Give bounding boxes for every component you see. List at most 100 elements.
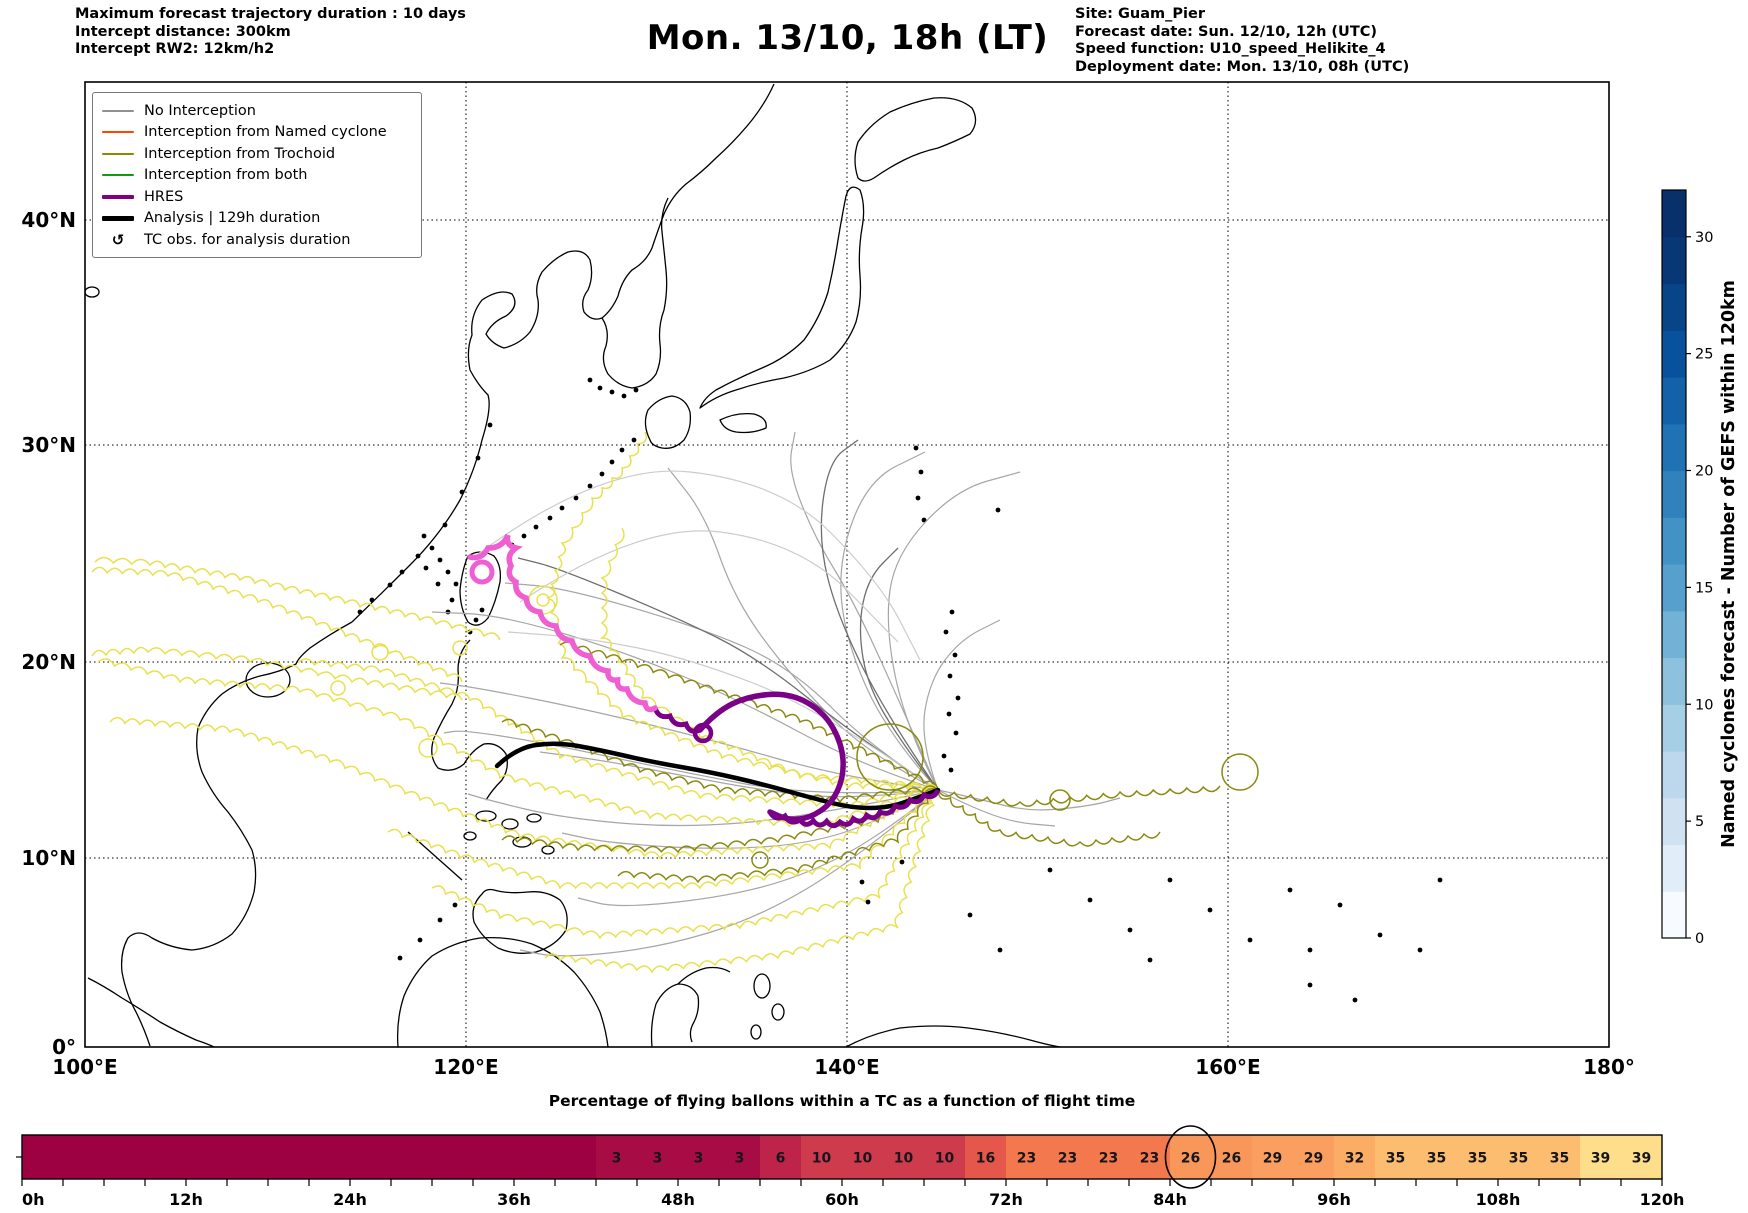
- map-axis-labels: 100°E 120°E 140°E 160°E 180° 40°N 30°N 2…: [21, 208, 1634, 1079]
- colorbar-tick-label: 20: [1695, 464, 1713, 480]
- strip-cell: [1621, 1135, 1663, 1179]
- strip-axis-label: 96h: [1317, 1190, 1351, 1209]
- strip-axis-label: 36h: [497, 1190, 531, 1209]
- strip-cell: [391, 1135, 433, 1179]
- header-left-info: Maximum forecast trajectory duration : 1…: [75, 6, 466, 59]
- strip-cell-value: 23: [1017, 1151, 1036, 1167]
- strip-cell: [678, 1135, 720, 1179]
- strip-cell: [104, 1135, 146, 1179]
- legend-swatch: [101, 131, 135, 134]
- colorbar-tick-label: 0: [1695, 931, 1704, 947]
- strip-cell-value: 26: [1222, 1151, 1241, 1167]
- legend-item: No Interception: [101, 100, 413, 122]
- y-tick-10n: 10°N: [21, 846, 76, 870]
- strip-cell-value: 3: [612, 1151, 622, 1167]
- strip-cell: [596, 1135, 638, 1179]
- strip-cell: [1170, 1135, 1212, 1179]
- strip-cell: [924, 1135, 966, 1179]
- strip-cell: [1252, 1135, 1294, 1179]
- strip-cell: [186, 1135, 228, 1179]
- strip-cell: [719, 1135, 761, 1179]
- strip-cell: [145, 1135, 187, 1179]
- strip-cell-value: 10: [853, 1151, 873, 1167]
- strip-cell-value: 35: [1468, 1151, 1487, 1167]
- strip-cell-value: 32: [1345, 1151, 1364, 1167]
- strip-cell-value: 35: [1550, 1151, 1569, 1167]
- legend-line-sample-icon: [102, 152, 134, 155]
- strip-axis-label: 24h: [333, 1190, 367, 1209]
- y-tick-30n: 30°N: [21, 433, 76, 457]
- strip-axis-label: 84h: [1153, 1190, 1187, 1209]
- strip-cell-value: 10: [812, 1151, 832, 1167]
- legend-line-sample-icon: [102, 109, 134, 112]
- legend-item: ↺ TC obs. for analysis duration: [101, 229, 413, 251]
- map-legend: No Interception Interception from Named c…: [92, 92, 422, 258]
- strip-cell-value: 23: [1140, 1151, 1159, 1167]
- legend-item: HRES: [101, 186, 413, 208]
- x-tick-120e: 120°E: [433, 1055, 498, 1079]
- strip-cell-value: 29: [1263, 1151, 1282, 1167]
- legend-line-sample-icon: [102, 174, 134, 177]
- colorbar-tick-label: 10: [1695, 697, 1713, 713]
- strip-cell-value: 35: [1386, 1151, 1405, 1167]
- strip-axis-label: 60h: [825, 1190, 859, 1209]
- strip-cell-value: 29: [1304, 1151, 1323, 1167]
- strip-cell: [1129, 1135, 1171, 1179]
- gefs-colorbar: 0 5 10 15 20 25 30 Named cyclones forecast - Nu…: [1661, 189, 1739, 947]
- tc-obs-icon: ↺: [111, 230, 125, 249]
- trajectories: [91, 431, 1259, 974]
- strip-cell: [760, 1135, 802, 1179]
- y-tick-0: 0°: [52, 1035, 76, 1059]
- balloon-percentage-strip: Percentage of flying ballons within a TC…: [16, 1092, 1684, 1209]
- strip-cell-value: 35: [1427, 1151, 1446, 1167]
- site-text: Site: Guam_Pier: [1075, 6, 1205, 22]
- x-tick-160e: 160°E: [1195, 1055, 1260, 1079]
- strip-cell: [965, 1135, 1007, 1179]
- legend-label: HRES: [144, 188, 184, 205]
- strip-axis-label: 0h: [22, 1190, 45, 1209]
- y-tick-40n: 40°N: [21, 208, 76, 232]
- strip-cell: [1334, 1135, 1376, 1179]
- coastlines: [85, 83, 1061, 1047]
- strip-cell-value: 3: [653, 1151, 663, 1167]
- legend-label: Analysis | 129h duration: [144, 210, 321, 227]
- legend-label: TC obs. for analysis duration: [144, 231, 351, 248]
- legend-item: Analysis | 129h duration: [101, 208, 413, 230]
- strip-cell-value: 3: [694, 1151, 704, 1167]
- legend-line-sample-icon: [102, 131, 134, 134]
- colorbar-title: Named cyclones forecast - Number of GEFS…: [1719, 280, 1739, 848]
- strip-cell: [637, 1135, 679, 1179]
- figure-title: Mon. 13/10, 18h (LT): [646, 18, 1049, 58]
- strip-cell: [883, 1135, 925, 1179]
- strip-cell: [801, 1135, 843, 1179]
- strip-cell-value: 39: [1591, 1151, 1610, 1167]
- legend-swatch: [101, 194, 135, 199]
- strip-cell-value: 26: [1181, 1151, 1200, 1167]
- legend-items: No Interception Interception from Named c…: [101, 100, 413, 251]
- strip-cell: [1211, 1135, 1253, 1179]
- strip-cell: [1539, 1135, 1581, 1179]
- strip-cell: [309, 1135, 351, 1179]
- strip-cell: [514, 1135, 556, 1179]
- strip-cell-value: 10: [935, 1151, 955, 1167]
- x-tick-100e: 100°E: [52, 1055, 117, 1079]
- max-duration-text: Maximum forecast trajectory duration : 1…: [75, 6, 466, 22]
- forecast-date-text: Forecast date: Sun. 12/10, 12h (UTC): [1075, 23, 1377, 40]
- legend-swatch: [101, 174, 135, 177]
- strip-cell: [842, 1135, 884, 1179]
- intercept-rw2-text: Intercept RW2: 12km/h2: [75, 41, 275, 57]
- strip-cell: [1498, 1135, 1540, 1179]
- strip-cell: [1006, 1135, 1048, 1179]
- deployment-date-text: Deployment date: Mon. 13/10, 08h (UTC): [1075, 58, 1410, 75]
- strip-cell: [268, 1135, 310, 1179]
- x-tick-140e: 140°E: [814, 1055, 879, 1079]
- strip-cell-value: 23: [1099, 1151, 1118, 1167]
- legend-swatch: [101, 109, 135, 112]
- legend-swatch: [101, 216, 135, 221]
- strip-axis-label: 72h: [989, 1190, 1023, 1209]
- strip-cell: [63, 1135, 105, 1179]
- header-right-info: Site: Guam_Pier Forecast date: Sun. 12/1…: [1075, 6, 1409, 76]
- strip-cell: [1088, 1135, 1130, 1179]
